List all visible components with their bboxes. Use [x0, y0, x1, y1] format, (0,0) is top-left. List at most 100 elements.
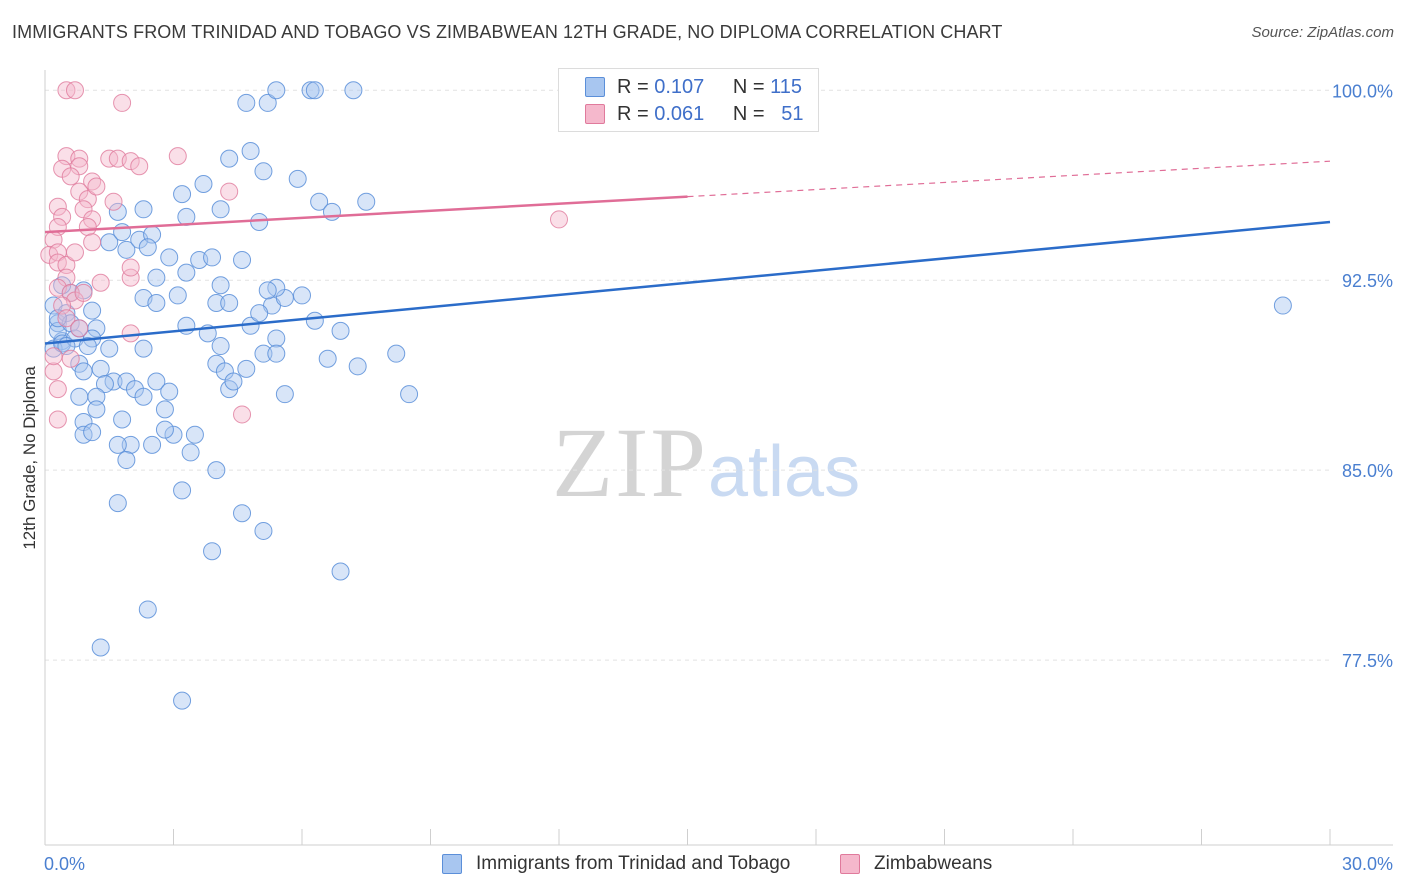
- data-point-trinidad: [173, 691, 192, 710]
- data-point-zimbabwe: [65, 81, 84, 100]
- source-credit: Source: ZipAtlas.com: [1251, 24, 1394, 41]
- data-point-trinidad: [108, 435, 127, 454]
- data-point-trinidad: [211, 337, 230, 356]
- data-point-trinidad: [344, 81, 363, 100]
- data-point-zimbabwe: [220, 182, 239, 201]
- data-point-trinidad: [108, 494, 127, 513]
- data-point-trinidad: [293, 286, 311, 305]
- data-point-zimbabwe: [74, 283, 93, 302]
- bottom-legend-label: Zimbabweans: [874, 853, 993, 874]
- data-point-trinidad: [305, 311, 324, 330]
- data-point-trinidad: [108, 202, 127, 221]
- data-point-zimbabwe: [121, 258, 140, 277]
- data-point-trinidad: [220, 149, 239, 168]
- data-point-trinidad: [233, 250, 252, 269]
- data-point-trinidad: [387, 344, 406, 363]
- data-point-trinidad: [117, 240, 136, 259]
- bottom-legend-zimbabwe: Zimbabweans: [840, 852, 992, 876]
- legend-swatch-blue: [585, 77, 605, 97]
- data-point-zimbabwe: [57, 309, 76, 328]
- data-point-trinidad: [305, 81, 324, 100]
- data-point-zimbabwe: [65, 243, 84, 262]
- data-point-trinidad: [83, 423, 102, 442]
- data-point-trinidad: [185, 425, 204, 444]
- x-tick-label: 0.0%: [44, 854, 85, 874]
- trend-line-zimbabwe: [44, 195, 688, 234]
- correlation-legend: R = 0.107 N = 115 R = 0.061 N = 51: [558, 68, 819, 132]
- data-point-trinidad: [237, 359, 256, 378]
- y-axis-label: 12th Grade, No Diploma: [20, 366, 39, 550]
- legend-swatch-pink: [585, 104, 605, 124]
- legend-row-zimbabwe: R = 0.061 N = 51: [585, 102, 804, 126]
- data-point-zimbabwe: [121, 268, 140, 287]
- data-point-trinidad: [91, 359, 110, 378]
- data-point-zimbabwe: [44, 347, 63, 366]
- data-point-trinidad: [237, 93, 256, 112]
- data-point-trinidad: [267, 81, 286, 100]
- data-point-trinidad: [100, 339, 119, 358]
- data-point-trinidad: [160, 248, 179, 267]
- data-point-trinidad: [78, 337, 97, 356]
- data-point-trinidad: [143, 435, 162, 454]
- data-point-trinidad: [134, 387, 153, 406]
- data-point-zimbabwe: [70, 319, 89, 338]
- data-point-zimbabwe: [121, 324, 140, 343]
- y-tick-label: 100.0%: [1332, 81, 1393, 101]
- data-point-zimbabwe: [57, 256, 76, 275]
- trend-line-trinidad: [44, 220, 1331, 345]
- data-point-trinidad: [203, 248, 222, 267]
- data-point-trinidad: [70, 387, 89, 406]
- data-point-trinidad: [207, 461, 226, 480]
- data-point-zimbabwe: [91, 273, 110, 292]
- x-tick-label: 30.0%: [1342, 854, 1393, 874]
- watermark-atlas: atlas: [708, 432, 861, 512]
- data-point-trinidad: [155, 420, 174, 439]
- data-point-trinidad: [83, 301, 102, 320]
- data-point-trinidad: [113, 410, 132, 429]
- data-point-trinidad: [310, 192, 329, 211]
- data-point-trinidad: [224, 372, 243, 391]
- trend-line-zimbabwe-extension: [687, 160, 1331, 198]
- data-point-trinidad: [74, 362, 93, 381]
- data-point-trinidad: [203, 542, 222, 561]
- data-point-trinidad: [250, 304, 269, 323]
- data-point-trinidad: [95, 375, 114, 394]
- y-tick-label: 77.5%: [1342, 651, 1393, 671]
- data-point-zimbabwe: [48, 410, 67, 429]
- data-point-trinidad: [134, 339, 153, 358]
- data-point-trinidad: [267, 344, 286, 363]
- data-point-trinidad: [155, 400, 174, 419]
- data-point-trinidad: [400, 385, 419, 404]
- data-point-trinidad: [288, 169, 307, 188]
- data-point-trinidad: [177, 263, 196, 282]
- legend-r-value: 0.061: [654, 102, 705, 125]
- y-tick-label: 92.5%: [1342, 271, 1393, 291]
- data-point-zimbabwe: [44, 362, 63, 381]
- data-point-zimbabwe: [48, 197, 67, 216]
- data-point-trinidad: [134, 200, 153, 219]
- legend-r-value: 0.107: [654, 75, 705, 98]
- data-point-zimbabwe: [121, 152, 140, 171]
- data-point-trinidad: [258, 281, 277, 300]
- bottom-legend-label: Immigrants from Trinidad and Tobago: [476, 853, 791, 874]
- legend-r-label: R =: [617, 102, 649, 125]
- data-point-trinidad: [181, 443, 200, 462]
- data-point-trinidad: [117, 451, 136, 470]
- data-point-zimbabwe: [61, 349, 80, 368]
- legend-swatch-pink: [840, 854, 860, 874]
- data-point-zimbabwe: [168, 147, 187, 166]
- data-point-trinidad: [147, 372, 166, 391]
- data-point-trinidad: [220, 294, 239, 313]
- data-point-trinidad: [241, 142, 260, 161]
- legend-n-value: 115: [770, 75, 803, 98]
- data-point-zimbabwe: [87, 177, 106, 196]
- data-point-trinidad: [275, 385, 294, 404]
- axis-labels: 77.5% 85.0% 92.5% 100.0% 0.0% 30.0% 12th Grade…: [20, 81, 1393, 874]
- data-point-trinidad: [147, 268, 166, 287]
- data-point-trinidad: [258, 93, 277, 112]
- data-point-trinidad: [147, 294, 166, 313]
- data-point-zimbabwe: [233, 405, 252, 424]
- series-trinidad-points: [44, 81, 1292, 710]
- data-point-trinidad: [138, 600, 157, 619]
- watermark-zip: ZIP: [552, 407, 708, 518]
